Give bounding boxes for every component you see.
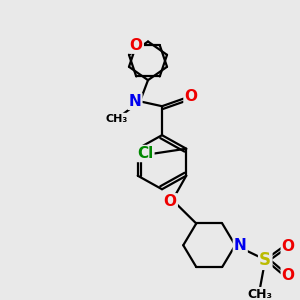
Text: O: O	[130, 38, 143, 53]
Text: O: O	[282, 239, 295, 254]
Text: N: N	[234, 238, 247, 253]
Text: O: O	[184, 89, 197, 104]
Text: Cl: Cl	[137, 146, 153, 161]
Text: O: O	[164, 194, 177, 209]
Text: S: S	[259, 251, 271, 269]
Text: O: O	[282, 268, 295, 283]
Text: CH₃: CH₃	[106, 114, 128, 124]
Text: N: N	[129, 94, 141, 109]
Text: CH₃: CH₃	[248, 288, 273, 300]
